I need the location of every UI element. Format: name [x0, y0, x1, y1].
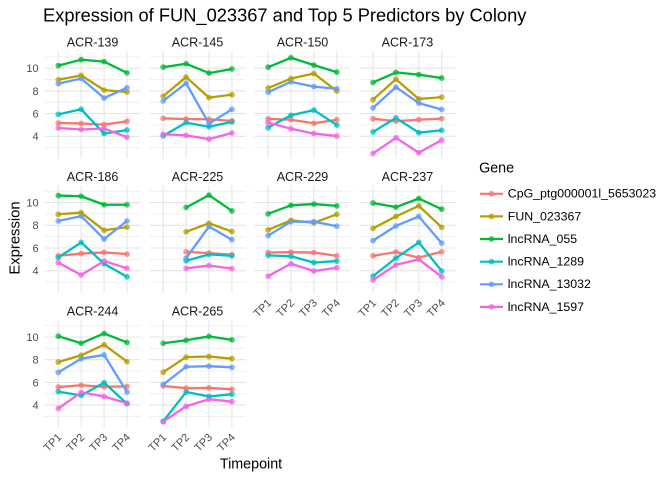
- svg-text:Timepoint: Timepoint: [220, 457, 282, 473]
- svg-text:6: 6: [32, 109, 38, 121]
- svg-text:10: 10: [26, 332, 38, 344]
- svg-text:ACR-229: ACR-229: [277, 170, 329, 184]
- svg-text:ACR-139: ACR-139: [67, 36, 119, 50]
- svg-text:8: 8: [32, 355, 38, 367]
- svg-text:10: 10: [26, 198, 38, 210]
- svg-text:6: 6: [32, 243, 38, 255]
- svg-text:CpG_ptg000001l_5653023: CpG_ptg000001l_5653023: [508, 187, 656, 201]
- svg-text:8: 8: [32, 220, 38, 232]
- svg-text:ACR-186: ACR-186: [67, 170, 119, 184]
- svg-text:Gene: Gene: [479, 161, 514, 177]
- svg-text:lncRNA_1289: lncRNA_1289: [508, 255, 584, 269]
- svg-text:Expression: Expression: [8, 201, 24, 274]
- svg-text:ACR-150: ACR-150: [277, 36, 329, 50]
- svg-text:ACR-244: ACR-244: [67, 304, 119, 318]
- svg-text:10: 10: [26, 63, 38, 75]
- svg-text:4: 4: [32, 266, 38, 278]
- svg-text:lncRNA_13032: lncRNA_13032: [508, 277, 591, 291]
- svg-text:Expression of FUN_023367 and T: Expression of FUN_023367 and Top 5 Predi…: [43, 4, 527, 26]
- svg-text:ACR-237: ACR-237: [382, 170, 434, 184]
- svg-text:ACR-173: ACR-173: [382, 36, 434, 50]
- svg-text:ACR-265: ACR-265: [172, 304, 224, 318]
- svg-text:lncRNA_1597: lncRNA_1597: [508, 300, 584, 314]
- svg-text:ACR-145: ACR-145: [172, 36, 224, 50]
- svg-text:8: 8: [32, 86, 38, 98]
- svg-text:4: 4: [32, 400, 38, 412]
- svg-text:lncRNA_055: lncRNA_055: [508, 232, 577, 246]
- svg-text:4: 4: [32, 131, 38, 143]
- svg-text:6: 6: [32, 377, 38, 389]
- svg-text:FUN_023367: FUN_023367: [508, 209, 582, 223]
- svg-text:ACR-225: ACR-225: [172, 170, 224, 184]
